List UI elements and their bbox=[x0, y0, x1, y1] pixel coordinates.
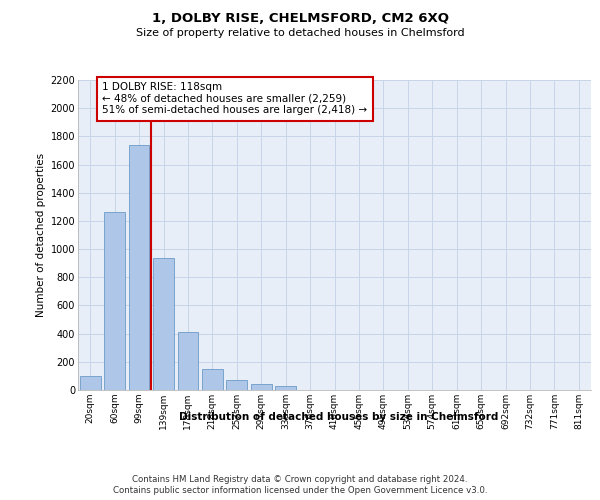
Bar bbox=[128, 145, 149, 390]
Bar bbox=[178, 332, 199, 390]
Bar bbox=[104, 212, 125, 390]
Bar bbox=[275, 386, 296, 390]
Text: Distribution of detached houses by size in Chelmsford: Distribution of detached houses by size … bbox=[179, 412, 499, 422]
Y-axis label: Number of detached properties: Number of detached properties bbox=[37, 153, 46, 317]
Bar bbox=[80, 376, 101, 390]
Bar bbox=[226, 380, 247, 390]
Text: Size of property relative to detached houses in Chelmsford: Size of property relative to detached ho… bbox=[136, 28, 464, 38]
Text: Contains public sector information licensed under the Open Government Licence v3: Contains public sector information licen… bbox=[113, 486, 487, 495]
Bar bbox=[251, 384, 272, 390]
Text: 1, DOLBY RISE, CHELMSFORD, CM2 6XQ: 1, DOLBY RISE, CHELMSFORD, CM2 6XQ bbox=[151, 12, 449, 26]
Bar bbox=[202, 369, 223, 390]
Text: Contains HM Land Registry data © Crown copyright and database right 2024.: Contains HM Land Registry data © Crown c… bbox=[132, 475, 468, 484]
Bar bbox=[153, 258, 174, 390]
Text: 1 DOLBY RISE: 118sqm
← 48% of detached houses are smaller (2,259)
51% of semi-de: 1 DOLBY RISE: 118sqm ← 48% of detached h… bbox=[103, 82, 368, 116]
